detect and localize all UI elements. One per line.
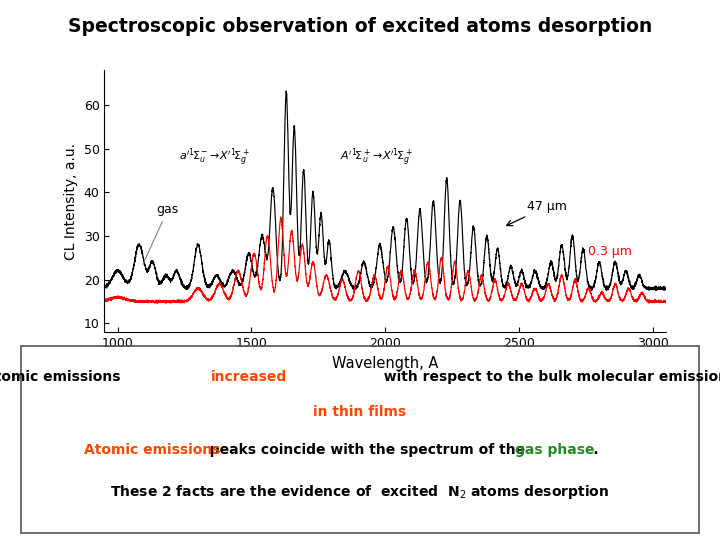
Text: $a'{}^{1}\!\Sigma_u^- \!\rightarrow\! X'{}^{1}\!\Sigma_g^+$: $a'{}^{1}\!\Sigma_u^- \!\rightarrow\! X'… <box>179 146 251 168</box>
Text: in thin films: in thin films <box>313 405 407 419</box>
Text: $A'{}^{1}\!\Sigma_u^+ \!\rightarrow\! X'{}^{1}\!\Sigma_g^+$: $A'{}^{1}\!\Sigma_u^+ \!\rightarrow\! X'… <box>340 146 413 168</box>
Text: Atomic emissions                                                      with respe: Atomic emissions with respe <box>0 370 720 384</box>
Text: Spectroscopic observation of excited atoms desorption: Spectroscopic observation of excited ato… <box>68 17 652 37</box>
Text: 0.3 μm: 0.3 μm <box>588 245 632 258</box>
Text: These 2 facts are the evidence of  excited  N$_2$ atoms desorption: These 2 facts are the evidence of excite… <box>110 483 610 502</box>
Text: increased: increased <box>211 370 287 384</box>
X-axis label: Wavelength, A: Wavelength, A <box>332 355 438 370</box>
Text: peaks coincide with the spectrum of the              .: peaks coincide with the spectrum of the … <box>122 443 598 457</box>
Text: gas phase: gas phase <box>515 443 594 457</box>
Text: 47 μm: 47 μm <box>507 200 567 226</box>
Text: Atomic emissions: Atomic emissions <box>84 443 220 457</box>
Y-axis label: CL Intensity, a.u.: CL Intensity, a.u. <box>64 143 78 260</box>
Text: gas: gas <box>143 204 179 264</box>
